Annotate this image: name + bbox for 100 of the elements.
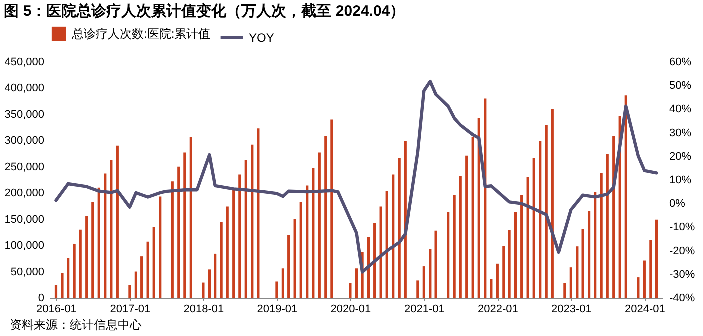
bar: [520, 195, 524, 298]
bar: [244, 160, 248, 298]
bar: [472, 136, 474, 298]
y2-tick-label: 30%: [670, 127, 692, 140]
bar: [502, 246, 506, 298]
x-tick-label: 2023-01: [551, 304, 592, 316]
bar: [466, 156, 468, 298]
bar: [110, 160, 113, 298]
bar: [496, 264, 499, 298]
y2-tick-label: -30%: [670, 268, 696, 281]
bar: [276, 282, 278, 298]
x-tick-label: 2016-01: [36, 304, 77, 316]
y-tick-label: 450,000: [4, 56, 44, 68]
y2-tick-label: 40%: [670, 104, 692, 116]
y2-tick-label: -20%: [670, 245, 696, 258]
bar: [324, 136, 328, 298]
bar: [282, 268, 284, 298]
bar: [184, 152, 186, 298]
y2-tick-label: 0%: [670, 198, 686, 210]
bar: [61, 273, 64, 298]
bar: [330, 120, 334, 298]
bar: [386, 191, 388, 298]
bar: [288, 235, 290, 298]
bar: [140, 256, 144, 298]
bar: [128, 285, 132, 298]
bar: [606, 154, 609, 298]
bar: [79, 230, 82, 298]
bar: [214, 254, 217, 298]
bar: [416, 280, 420, 298]
bar: [434, 230, 438, 298]
bar: [594, 192, 597, 298]
y-tick-label: 300,000: [4, 135, 44, 148]
bar: [490, 279, 493, 298]
bar: [582, 229, 584, 298]
y-tick-label: 0: [38, 292, 44, 304]
text: 资料来源：统计信息中心: [9, 317, 143, 334]
bar: [650, 240, 652, 298]
bar: [86, 216, 88, 298]
bar: [92, 202, 94, 298]
bar: [545, 125, 548, 298]
bar: [655, 220, 658, 298]
bar: [257, 128, 260, 298]
bar: [294, 219, 296, 298]
bar: [447, 212, 450, 298]
line-series: [54, 80, 658, 274]
bar: [54, 285, 58, 298]
x-tick-label: 2020-01: [330, 304, 372, 316]
bar: [374, 224, 376, 298]
y-tick-label: 400,000: [4, 82, 44, 95]
bar: [152, 227, 156, 298]
y2-tick-label: -40%: [670, 292, 696, 304]
bar: [539, 141, 542, 298]
bar: [116, 146, 119, 298]
bar: [514, 212, 518, 298]
bar: [588, 210, 591, 298]
y-tick-label: 350,000: [4, 108, 44, 121]
bar: [104, 174, 107, 298]
y-tick-label: 200,000: [4, 188, 44, 200]
y-tick-label: 50,000: [10, 266, 44, 278]
bar: [98, 188, 100, 298]
bar: [551, 109, 554, 298]
bar: [220, 222, 223, 298]
x-tick-label: 2018-01: [184, 304, 224, 316]
bar: [459, 176, 462, 298]
bar: [73, 244, 76, 298]
chart-title: 图 5：医院总诊疗人次累计值变化（万人次，截至 2024.04）: [4, 2, 406, 20]
bar: [508, 230, 511, 298]
bar: [146, 242, 150, 298]
x-tick-label: 2019-01: [257, 304, 298, 316]
bar: [564, 283, 566, 298]
bar: [318, 152, 321, 298]
bar: [422, 266, 426, 298]
bar: [251, 144, 254, 298]
bar: [392, 174, 395, 298]
y-tick-label: 100,000: [4, 240, 44, 252]
bar: [300, 202, 302, 298]
bar: [232, 190, 236, 298]
bar: [349, 283, 352, 298]
bar: [134, 272, 138, 298]
bar: [624, 96, 628, 298]
bar: [380, 206, 382, 298]
x-tick-label: 2017-01: [110, 304, 151, 316]
bar: [453, 195, 456, 298]
bar: [576, 246, 579, 298]
bar: [67, 258, 70, 298]
bar: [643, 260, 646, 298]
x-tick-label: 2022-01: [478, 304, 518, 316]
bar: [312, 168, 315, 298]
bar: [600, 173, 603, 298]
y2-tick-label: 60%: [670, 56, 692, 68]
bar: [178, 166, 180, 298]
legend-label: 总诊疗人次数:医院:累计值: [71, 27, 211, 41]
y2-tick-label: 10%: [670, 174, 692, 186]
bar: [429, 249, 432, 298]
y-tick-label: 250,000: [4, 161, 44, 174]
bar: [398, 158, 401, 298]
bar: [570, 268, 572, 298]
bar: [159, 196, 162, 298]
bar: [355, 268, 358, 298]
legend-label: YOY: [249, 31, 274, 45]
